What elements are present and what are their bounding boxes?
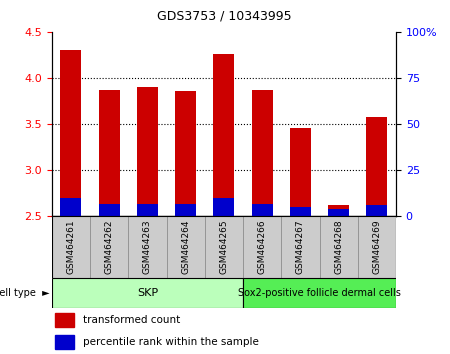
FancyBboxPatch shape	[243, 216, 281, 278]
Bar	[99, 204, 120, 216]
Text: GSM464267: GSM464267	[296, 219, 305, 274]
Text: GSM464262: GSM464262	[104, 220, 113, 274]
Bar	[175, 204, 196, 216]
FancyBboxPatch shape	[320, 216, 358, 278]
Bar	[99, 90, 120, 216]
Text: SKP: SKP	[137, 288, 158, 298]
Bar	[60, 50, 81, 216]
Bar	[366, 118, 387, 216]
Text: GSM464268: GSM464268	[334, 219, 343, 274]
FancyBboxPatch shape	[205, 216, 243, 278]
Bar	[213, 54, 234, 216]
Text: GDS3753 / 10343995: GDS3753 / 10343995	[157, 10, 291, 22]
FancyBboxPatch shape	[281, 216, 320, 278]
Bar	[252, 204, 273, 216]
FancyBboxPatch shape	[52, 278, 243, 308]
Bar	[137, 204, 158, 216]
Text: GSM464265: GSM464265	[220, 219, 228, 274]
FancyBboxPatch shape	[90, 216, 128, 278]
Bar	[55, 335, 74, 349]
Text: cell type  ►: cell type ►	[0, 288, 50, 298]
Bar	[175, 91, 196, 216]
Bar	[328, 205, 349, 216]
Bar	[290, 127, 311, 216]
Bar	[290, 207, 311, 216]
Text: GSM464264: GSM464264	[181, 220, 190, 274]
FancyBboxPatch shape	[52, 216, 90, 278]
Text: GSM464269: GSM464269	[373, 219, 382, 274]
Text: GSM464263: GSM464263	[143, 219, 152, 274]
Bar	[328, 210, 349, 216]
FancyBboxPatch shape	[358, 216, 396, 278]
Bar	[137, 87, 158, 216]
Bar	[213, 198, 234, 216]
Text: GSM464261: GSM464261	[67, 219, 76, 274]
Bar	[252, 90, 273, 216]
FancyBboxPatch shape	[243, 278, 396, 308]
FancyBboxPatch shape	[166, 216, 205, 278]
Bar	[55, 313, 74, 327]
Text: transformed count: transformed count	[83, 315, 180, 325]
Text: Sox2-positive follicle dermal cells: Sox2-positive follicle dermal cells	[238, 288, 401, 298]
Text: percentile rank within the sample: percentile rank within the sample	[83, 337, 259, 347]
Bar	[60, 198, 81, 216]
Bar	[366, 205, 387, 216]
FancyBboxPatch shape	[128, 216, 166, 278]
Text: GSM464266: GSM464266	[257, 219, 266, 274]
